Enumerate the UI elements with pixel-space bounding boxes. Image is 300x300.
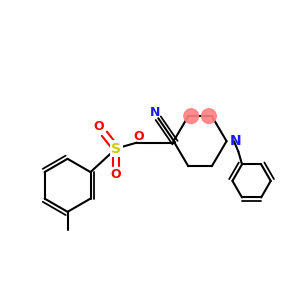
Text: N: N (149, 106, 160, 119)
Text: O: O (133, 130, 143, 143)
Text: S: S (111, 142, 121, 155)
Text: N: N (230, 134, 241, 148)
Text: O: O (110, 168, 121, 181)
Circle shape (202, 109, 216, 124)
Text: O: O (93, 120, 104, 133)
Circle shape (184, 109, 199, 124)
